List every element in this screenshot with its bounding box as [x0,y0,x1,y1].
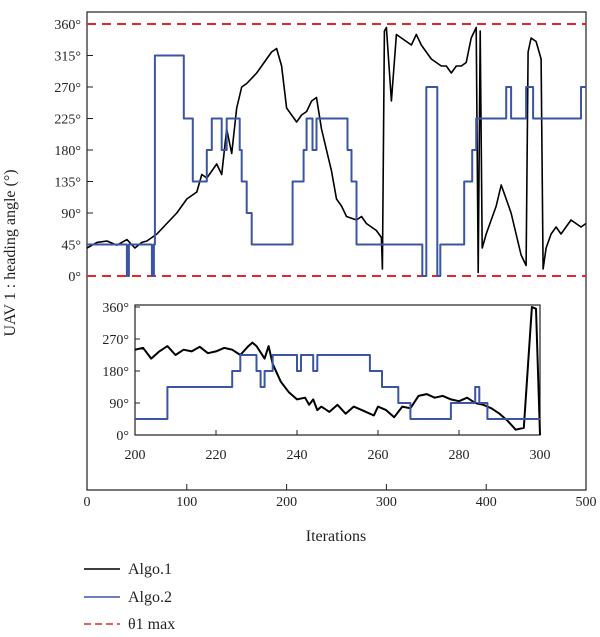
x-axis-label: Iterations [306,528,366,545]
main-plot-frame [86,11,587,491]
inset-x-tick-label: 300 [530,448,551,463]
inset-y-tick-label: 0° [116,429,129,444]
inset-plot-frame [134,304,541,436]
main-y-tick-label: 180° [54,144,81,159]
inset-x-tick-label: 280 [449,448,470,463]
main-y-tick-label: 45° [61,239,81,254]
main-y-tick-label: 135° [54,176,81,191]
inset-x-tick-label: 260 [368,448,389,463]
main-y-tick-label: 90° [61,207,81,222]
inset-series-algo2-line [135,354,540,420]
inset-y-tick-label: 90° [109,397,129,412]
threshold-lines [87,23,586,277]
inset-y-tick-label: 180° [102,365,129,380]
main-x-tick-label: 500 [576,495,597,510]
main-x-tick-label: 400 [476,495,497,510]
legend-label: Algo.1 [128,561,172,578]
inset-axis-ticks: 0° 90° 180° 270° 360° 200 220 240 260 280 300 [102,301,550,463]
main-x-tick-label: 0 [84,495,91,510]
main-series-group [86,26,587,277]
main-axis-ticks: 0° 45° 90° 135° 180° 225° 270° 315° 360° 0 100 200 3… [54,18,596,510]
main-x-tick-label: 200 [276,495,297,510]
main-y-tick-label: 225° [54,113,81,128]
main-x-tick-label: 100 [176,495,197,510]
inset-y-tick-label: 360° [102,301,129,316]
main-y-tick-label: 315° [54,50,81,65]
main-y-tick-label: 270° [54,81,81,96]
legend-label: θ1 max [128,616,175,633]
inset-x-tick-label: 220 [206,448,227,463]
inset-series-algo1-line [134,306,541,436]
main-y-tick-label: 360° [54,18,81,33]
main-y-tick-label: 0° [68,270,81,285]
inset-series-group [134,306,541,436]
main-series-algo1-line [86,26,587,274]
inset-x-tick-label: 240 [287,448,308,463]
inset-y-tick-label: 270° [102,333,129,348]
main-series-algo2-line [87,54,586,277]
legend-label: Algo.2 [128,589,172,606]
legend: Algo.1 Algo.2 θ1 max [84,561,175,633]
y-axis-label: UAV 1 : heading angle (°) [2,169,19,336]
inset-x-tick-label: 200 [125,448,146,463]
main-x-tick-label: 300 [376,495,397,510]
